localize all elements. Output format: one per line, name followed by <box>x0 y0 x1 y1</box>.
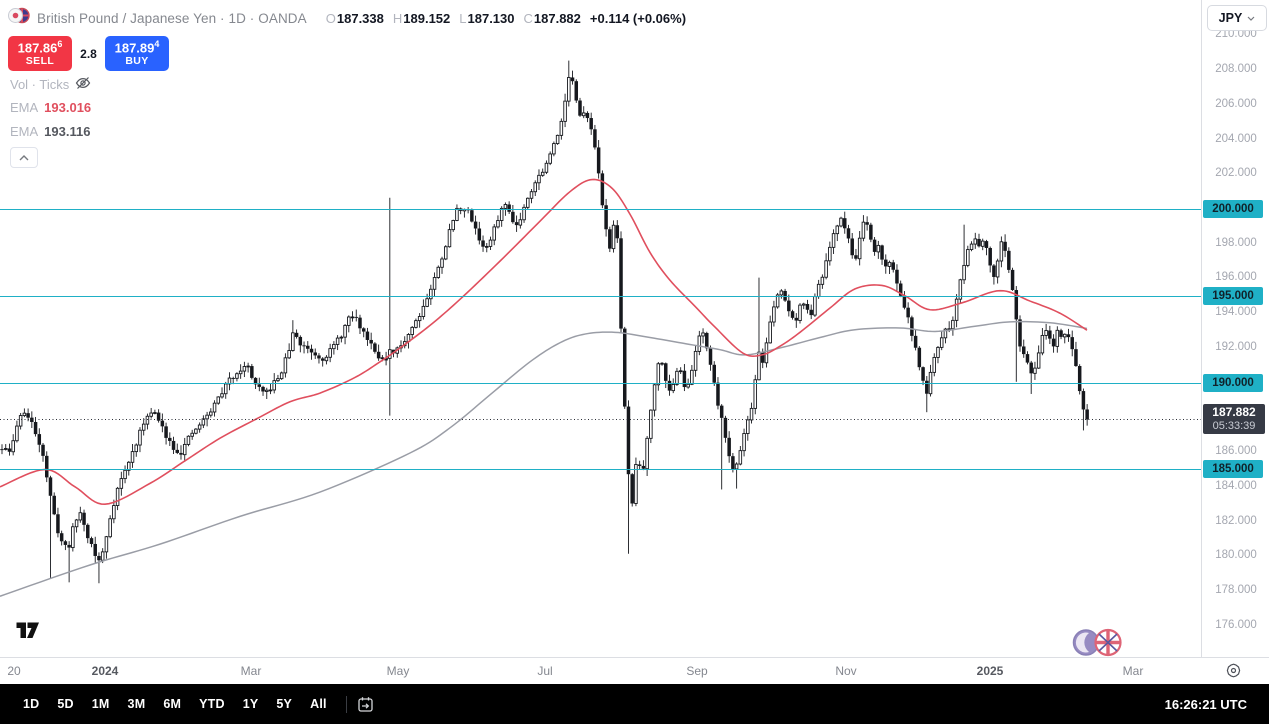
open-value: 187.338 <box>336 10 384 26</box>
time-axis-label: May <box>386 664 410 678</box>
time-axis-label: 2024 <box>91 664 119 678</box>
gear-icon[interactable] <box>1226 663 1241 683</box>
high-value: 189.152 <box>403 10 451 26</box>
price-tick-label: 186.000 <box>1215 445 1257 458</box>
range-button-5d[interactable]: 5D <box>57 697 74 711</box>
range-button-1d[interactable]: 1D <box>23 697 40 711</box>
chart-pane[interactable]: British Pound / Japanese Yen · 1D · OAND… <box>0 0 1201 657</box>
time-axis-label: Jul <box>537 664 553 678</box>
price-tick-label: 210.000 <box>1215 28 1257 41</box>
ema-slow-label: EMA <box>10 124 39 139</box>
tradingview-logo[interactable] <box>16 622 40 644</box>
price-scale[interactable]: JPY 210.000 208.000 206.000 204.000 202.000 1… <box>1201 0 1269 657</box>
last-price-value: 187.882 <box>1212 405 1256 420</box>
time-axis-label: Sep <box>686 664 708 678</box>
trade-buttons: 187.866 SELL 2.8 187.894 BUY <box>8 36 169 71</box>
utc-clock[interactable]: 16:26:21 UTC <box>1164 696 1247 712</box>
buy-button[interactable]: 187.894 BUY <box>105 36 169 71</box>
time-axis-label: 2025 <box>976 664 1004 678</box>
price-tick-label: 202.000 <box>1215 167 1257 180</box>
range-button-1m[interactable]: 1M <box>91 697 110 711</box>
range-button-all[interactable]: All <box>310 697 327 711</box>
symbol-pair-logo <box>8 7 30 29</box>
symbol-title[interactable]: British Pound / Japanese Yen · 1D · OAND… <box>37 10 307 26</box>
volume-indicator-row[interactable]: Vol · Ticks <box>10 76 91 93</box>
price-tick-label: 178.000 <box>1215 584 1257 597</box>
time-axis-label: 20 <box>7 664 21 678</box>
sell-button[interactable]: 187.866 SELL <box>8 36 72 71</box>
candlestick-chart-canvas[interactable] <box>0 0 1201 657</box>
last-price-badge: 187.882 05:33:39 <box>1203 404 1265 435</box>
ema-fast-value: 193.016 <box>44 100 92 115</box>
level-price-badge: 195.000 <box>1203 286 1263 305</box>
bottom-toolbar: 1D 5D 1M 3M 6M YTD 1Y 5Y All 16:26:21 UTC <box>0 684 1269 724</box>
level-price-badge: 185.000 <box>1203 460 1263 479</box>
level-price-badge: 190.000 <box>1203 373 1263 392</box>
ema-slow-row[interactable]: EMA 193.116 <box>10 124 90 139</box>
price-tick-label: 196.000 <box>1215 271 1257 284</box>
price-tick-label: 198.000 <box>1215 236 1257 249</box>
time-axis[interactable]: 20 2024 Mar May Jul Sep Nov 2025 Mar <box>0 657 1269 685</box>
low-value: 187.130 <box>467 10 515 26</box>
eye-off-icon[interactable] <box>75 76 91 93</box>
price-tick-label: 192.000 <box>1215 340 1257 353</box>
chart-header: British Pound / Japanese Yen · 1D · OAND… <box>8 7 686 29</box>
price-tick-label: 180.000 <box>1215 549 1257 562</box>
collapse-legend-button[interactable] <box>10 147 38 168</box>
price-tick-label: 208.000 <box>1215 63 1257 76</box>
price-tick-label: 182.000 <box>1215 514 1257 527</box>
symbol-watermark-logo <box>1071 628 1125 662</box>
bar-countdown: 05:33:39 <box>1212 420 1256 433</box>
volume-label: Vol · Ticks <box>10 77 70 92</box>
chevron-down-icon <box>1247 16 1255 21</box>
price-tick-label: 194.000 <box>1215 306 1257 319</box>
time-axis-label: Nov <box>835 664 857 678</box>
price-tick-label: 206.000 <box>1215 97 1257 110</box>
range-button-6m[interactable]: 6M <box>163 697 182 711</box>
range-button-3m[interactable]: 3M <box>127 697 146 711</box>
time-axis-label: Mar <box>240 664 262 678</box>
price-tick-label: 184.000 <box>1215 479 1257 492</box>
range-button-5y[interactable]: 5Y <box>276 697 293 711</box>
price-tick-label: 204.000 <box>1215 132 1257 145</box>
spread-value: 2.8 <box>80 46 97 61</box>
time-axis-label: Mar <box>1122 664 1144 678</box>
change-value: +0.114 (+0.06%) <box>589 10 687 26</box>
currency-label: JPY <box>1218 11 1243 25</box>
ema-fast-row[interactable]: EMA 193.016 <box>10 100 91 115</box>
price-tick-label: 176.000 <box>1215 618 1257 631</box>
range-button-ytd[interactable]: YTD <box>199 697 225 711</box>
close-value: 187.882 <box>533 10 581 26</box>
chevron-up-icon <box>19 154 29 160</box>
ema-fast-label: EMA <box>10 100 39 115</box>
range-button-1y[interactable]: 1Y <box>242 697 259 711</box>
ohlc-values: O187.338 H189.152 L187.130 C187.882 +0.1… <box>325 10 687 26</box>
currency-selector[interactable]: JPY <box>1207 5 1267 31</box>
ema-slow-value: 193.116 <box>44 124 91 139</box>
level-price-badge: 200.000 <box>1203 200 1263 219</box>
toolbar-divider <box>345 695 347 713</box>
go-to-date-button[interactable] <box>357 696 374 713</box>
